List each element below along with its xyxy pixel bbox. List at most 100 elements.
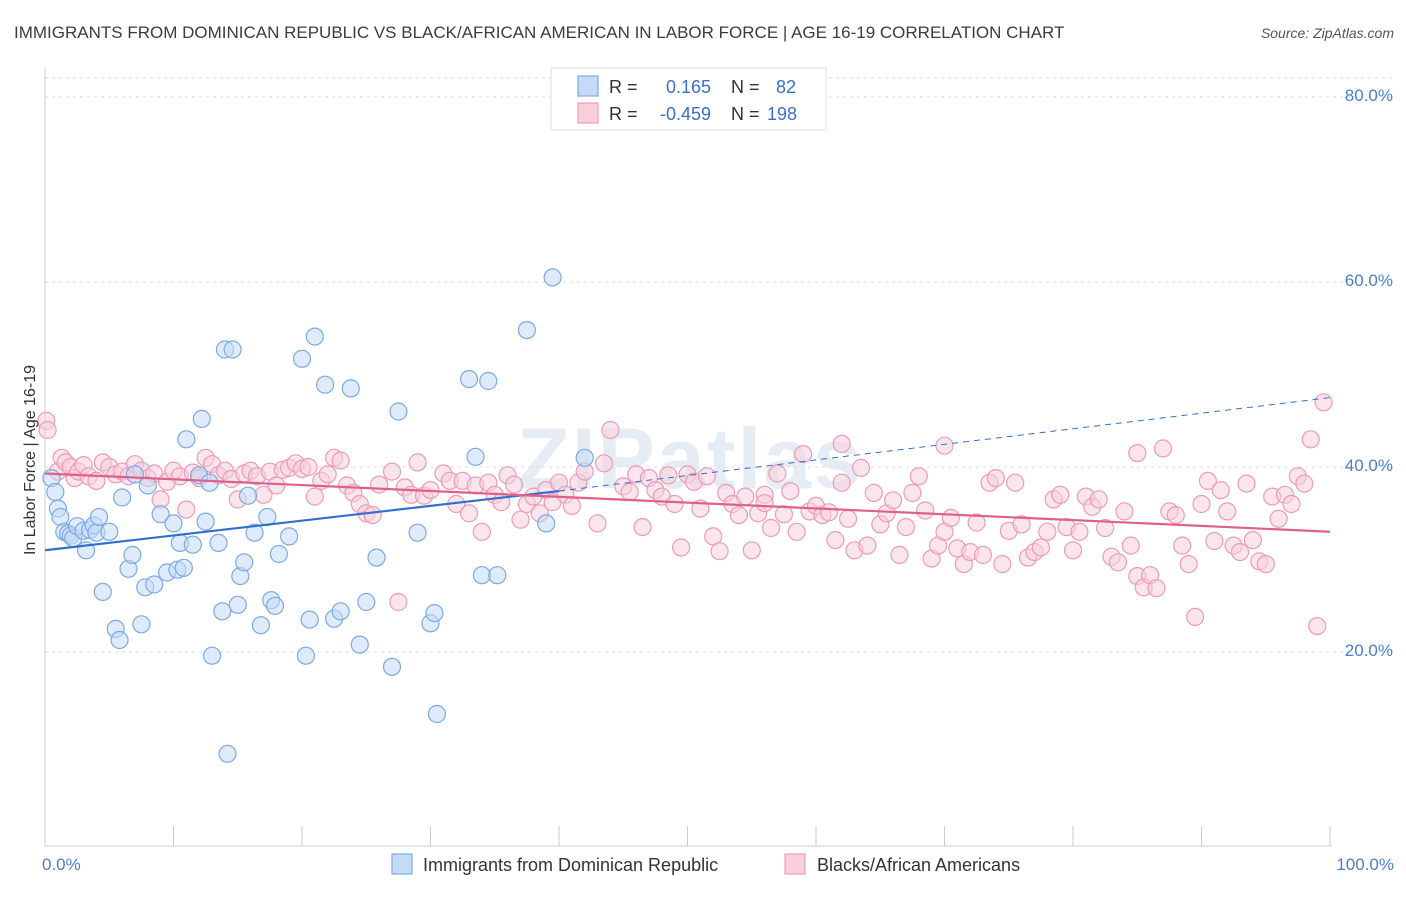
data-point[interactable] (1269, 509, 1288, 528)
data-point[interactable] (1006, 473, 1025, 492)
data-point[interactable] (389, 402, 408, 421)
data-point[interactable] (488, 566, 507, 585)
data-point[interactable] (1192, 494, 1211, 514)
data-point[interactable] (370, 475, 389, 494)
data-point[interactable] (511, 510, 530, 529)
data-point[interactable] (781, 482, 800, 501)
data-point[interactable] (665, 494, 684, 514)
data-point[interactable] (838, 509, 858, 528)
data-point[interactable] (183, 535, 202, 554)
data-point[interactable] (903, 483, 922, 502)
data-point[interactable] (145, 575, 164, 594)
data-point[interactable] (1051, 485, 1070, 504)
data-point[interactable] (46, 482, 65, 502)
data-point[interactable] (367, 548, 386, 567)
data-point[interactable] (659, 466, 678, 485)
data-point[interactable] (986, 469, 1006, 488)
data-point[interactable] (300, 610, 319, 629)
data-point[interactable] (331, 602, 350, 621)
data-point[interactable] (967, 513, 986, 532)
data-point[interactable] (1185, 607, 1205, 627)
data-point[interactable] (1205, 531, 1224, 551)
data-point[interactable] (267, 476, 286, 495)
data-point[interactable] (761, 518, 781, 538)
data-point[interactable] (916, 501, 935, 520)
data-point[interactable] (460, 370, 479, 389)
data-point[interactable] (787, 522, 806, 541)
data-point[interactable] (1173, 536, 1192, 555)
data-point[interactable] (1282, 494, 1301, 514)
data-point[interactable] (1230, 542, 1250, 562)
data-point[interactable] (1153, 439, 1173, 458)
data-point[interactable] (1218, 502, 1237, 521)
data-point[interactable] (269, 544, 288, 564)
data-point[interactable] (218, 744, 237, 763)
data-point[interactable] (408, 523, 427, 542)
data-point[interactable] (382, 657, 402, 676)
data-point[interactable] (973, 545, 993, 565)
data-point[interactable] (1256, 554, 1275, 574)
data-point[interactable] (357, 592, 376, 612)
data-point[interactable] (742, 541, 761, 560)
data-point[interactable] (112, 488, 132, 507)
data-point[interactable] (1108, 553, 1128, 572)
data-point[interactable] (594, 454, 614, 473)
data-point[interactable] (793, 445, 813, 464)
data-point[interactable] (296, 646, 315, 665)
data-point[interactable] (1089, 490, 1108, 509)
data-point[interactable] (245, 523, 264, 542)
data-point[interactable] (305, 327, 324, 346)
data-point[interactable] (993, 554, 1012, 574)
data-point[interactable] (1295, 474, 1314, 493)
data-point[interactable] (460, 504, 479, 523)
data-point[interactable] (203, 646, 222, 665)
data-point[interactable] (1166, 505, 1185, 525)
data-point[interactable] (517, 321, 537, 340)
data-point[interactable] (826, 530, 845, 550)
data-point[interactable] (1243, 530, 1263, 550)
data-point[interactable] (235, 553, 254, 572)
data-point[interactable] (864, 483, 883, 502)
data-point[interactable] (1063, 541, 1083, 560)
data-point[interactable] (110, 630, 129, 650)
data-point[interactable] (1308, 616, 1327, 636)
data-point[interactable] (941, 508, 961, 528)
data-point[interactable] (89, 507, 109, 527)
data-point[interactable] (858, 536, 877, 555)
data-point[interactable] (819, 503, 839, 522)
data-point[interactable] (177, 430, 196, 449)
data-point[interactable] (1211, 481, 1230, 500)
data-point[interactable] (1128, 444, 1147, 463)
data-point[interactable] (132, 615, 151, 634)
data-point[interactable] (350, 635, 369, 654)
data-point[interactable] (883, 491, 903, 510)
data-point[interactable] (710, 542, 729, 561)
series-legend-label-pink[interactable]: Blacks/African Americans (817, 855, 1020, 875)
data-point[interactable] (1237, 474, 1256, 493)
data-point[interactable] (1301, 430, 1320, 449)
data-point[interactable] (251, 616, 270, 635)
data-point[interactable] (1038, 522, 1057, 541)
data-point[interactable] (851, 458, 871, 477)
data-point[interactable] (213, 602, 232, 621)
data-point[interactable] (292, 349, 312, 368)
data-point[interactable] (472, 522, 491, 541)
data-point[interactable] (382, 462, 402, 481)
data-point[interactable] (192, 409, 211, 428)
data-point[interactable] (151, 505, 170, 524)
data-point[interactable] (736, 487, 755, 506)
data-point[interactable] (755, 494, 774, 513)
data-point[interactable] (537, 514, 556, 533)
data-point[interactable] (331, 451, 350, 470)
data-point[interactable] (896, 517, 916, 537)
data-point[interactable] (768, 464, 787, 483)
data-point[interactable] (935, 436, 954, 455)
data-point[interactable] (1115, 502, 1134, 521)
data-point[interactable] (601, 420, 620, 440)
data-point[interactable] (1198, 471, 1218, 490)
data-point[interactable] (774, 505, 794, 524)
data-point[interactable] (472, 566, 491, 585)
data-point[interactable] (389, 592, 408, 612)
data-point[interactable] (299, 457, 318, 477)
data-point[interactable] (177, 500, 196, 519)
